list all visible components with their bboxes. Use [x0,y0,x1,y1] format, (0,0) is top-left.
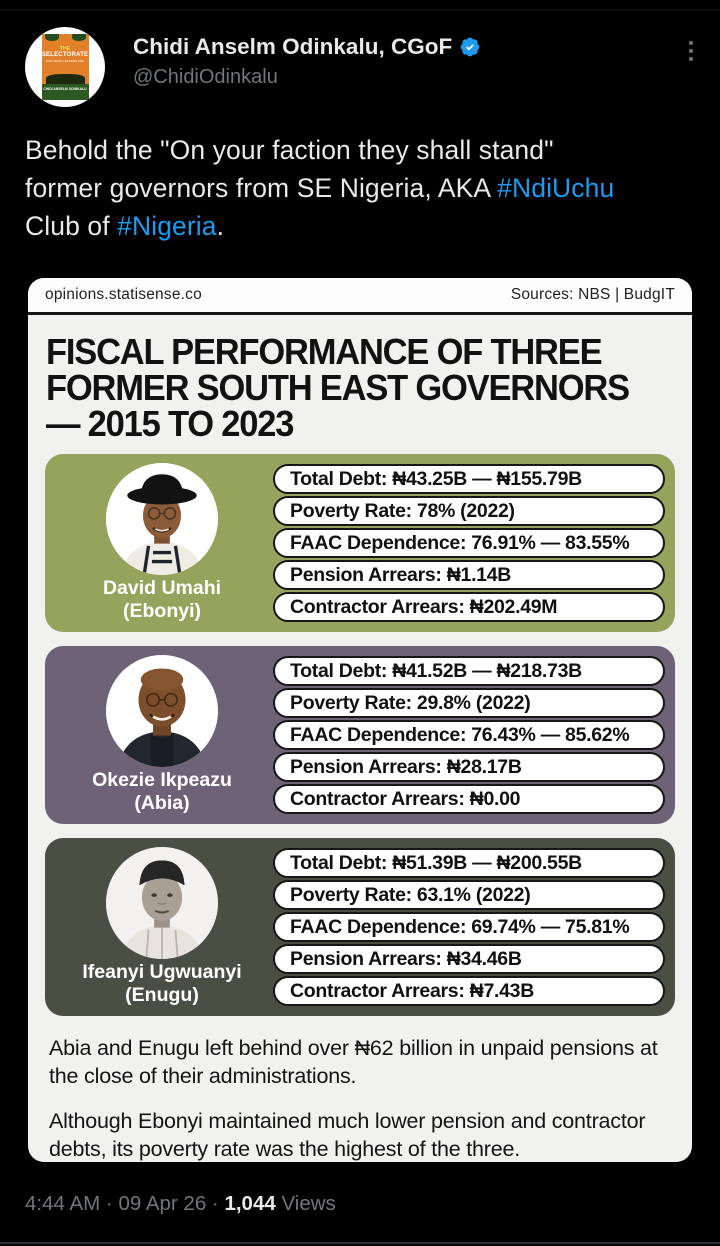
governor-card-ugwuanyi: Ifeanyi Ugwuanyi (Enugu) Total Debt: ₦51… [45,838,675,1016]
stat-pill: FAAC Dependence: 76.91% — 83.55% [273,528,665,558]
tweet-footer: 4:44 AM · 09 Apr 26 · 1,044 Views [0,1192,720,1216]
stat-pill: Poverty Rate: 29.8% (2022) [273,688,665,718]
more-dot [689,57,693,61]
hashtag-nigeria[interactable]: #Nigeria [117,211,217,241]
more-dot [689,41,693,45]
stat-pill: Contractor Arrears: ₦202.49M [273,592,665,622]
umahi-portrait-illustration [106,463,218,575]
tweet-text: Behold the "On your faction they shall s… [25,131,695,245]
ugwuanyi-photo [106,847,218,959]
stat-pill: Pension Arrears: ₦34.46B [273,944,665,974]
governor-card-ikpeazu: Okezie Ikpeazu (Abia) Total Debt: ₦41.52… [45,646,675,824]
more-dot [689,49,693,53]
tweet-text-segment: Club of [25,211,118,241]
stat-pill: Contractor Arrears: ₦0.00 [273,784,665,814]
stat-pill: Total Debt: ₦41.52B — ₦218.73B [273,656,665,686]
tweet-text-line: Behold the "On your faction they shall s… [25,131,695,169]
governor-name-label: Ifeanyi Ugwuanyi (Enugu) [82,961,242,1006]
governor-stats: Total Debt: ₦43.25B — ₦155.79B Poverty R… [273,463,665,623]
tweet: THE SELECTORATE WHY MOST LEADERS FAIL CH… [0,27,720,245]
note-paragraph: Although Ebonyi maintained much lower pe… [49,1109,646,1161]
verified-badge-icon [460,37,480,57]
ugwuanyi-portrait-illustration [106,847,218,959]
governor-stats: Total Debt: ₦41.52B — ₦218.73B Poverty R… [273,655,665,815]
governor-photo-block: Ifeanyi Ugwuanyi (Enugu) [51,847,273,1007]
governor-name-label: Okezie Ikpeazu (Abia) [92,769,232,814]
crowd-silhouette [45,74,85,84]
governor-card-umahi: David Umahi (Ebonyi) Total Debt: ₦43.25B… [45,454,675,632]
governor-photo-block: David Umahi (Ebonyi) [51,463,273,623]
more-options-button[interactable] [687,35,695,67]
author-handle[interactable]: @ChidiOdinkalu [133,66,278,88]
views-label: Views [281,1192,336,1215]
tweet-time: 4:44 AM [25,1192,101,1215]
stat-pill: Total Debt: ₦43.25B — ₦155.79B [273,464,665,494]
infographic-title: FISCAL PERFORMANCE OF THREE FORMER SOUTH… [46,332,630,445]
book-title: THE SELECTORATE [41,46,89,58]
book-illustration [42,63,89,84]
book-subtitle: WHY MOST LEADERS FAIL [45,59,85,63]
separator-dot: · [105,1192,113,1215]
palm-silhouette-icon [44,34,59,41]
infographic-sources: Sources: NBS | BudgIT [510,286,675,303]
infographic-site-url: opinions.statisense.co [45,286,202,303]
views-count: 1,044 [224,1192,276,1215]
author-info: Chidi Anselm Odinkalu, CGoF @ChidiOdinka… [133,27,687,89]
author-display-name[interactable]: Chidi Anselm Odinkalu, CGoF [133,34,453,59]
ikpeazu-portrait-illustration [106,655,218,767]
book-cover-image: THE SELECTORATE WHY MOST LEADERS FAIL CH… [41,34,89,100]
stat-pill: Total Debt: ₦51.39B — ₦200.55B [273,848,665,878]
infographic-notes: Abia and Enugu left behind over ₦62 bill… [28,1024,692,1162]
tweet-text-line: former governors from SE Nigeria, AKA #N… [25,169,695,207]
tweet-date: 09 Apr 26 [118,1192,207,1215]
hashtag-ndiuchu[interactable]: #NdiUchu [497,173,615,203]
status-bar-strip [0,0,720,10]
ikpeazu-photo [106,655,218,767]
palm-silhouette-icon [71,34,86,41]
governor-photo-block: Okezie Ikpeazu (Abia) [51,655,273,815]
bottom-divider [0,1242,720,1244]
note-paragraph: Abia and Enugu left behind over ₦62 bill… [49,1036,658,1088]
tweet-media-infographic[interactable]: opinions.statisense.co Sources: NBS | Bu… [28,278,692,1162]
book-author-name: CHIDI ANSELM ODINKALU [41,84,89,100]
umahi-photo [106,463,218,575]
stat-pill: Poverty Rate: 63.1% (2022) [273,880,665,910]
stat-pill: FAAC Dependence: 76.43% — 85.62% [273,720,665,750]
governor-name-label: David Umahi (Ebonyi) [102,577,222,622]
infographic-header: opinions.statisense.co Sources: NBS | Bu… [28,278,692,315]
stat-pill: Contractor Arrears: ₦7.43B [273,976,665,1006]
tweet-text-line: Club of #Nigeria. [25,207,695,245]
stat-pill: Poverty Rate: 78% (2022) [273,496,665,526]
stat-pill: Pension Arrears: ₦28.17B [273,752,665,782]
book-cover-top-band [41,34,89,46]
tweet-header: THE SELECTORATE WHY MOST LEADERS FAIL CH… [25,27,695,107]
stat-pill: FAAC Dependence: 69.74% — 75.81% [273,912,665,942]
tweet-text-segment: . [216,211,225,241]
author-avatar[interactable]: THE SELECTORATE WHY MOST LEADERS FAIL CH… [25,27,105,107]
stat-pill: Pension Arrears: ₦1.14B [273,560,665,590]
tweet-text-segment: former governors from SE Nigeria, AKA [25,173,498,203]
governor-stats: Total Debt: ₦51.39B — ₦200.55B Poverty R… [273,847,665,1007]
separator-dot: · [211,1192,219,1215]
tweet-text-segment: Behold the "On your faction they shall s… [25,135,554,165]
